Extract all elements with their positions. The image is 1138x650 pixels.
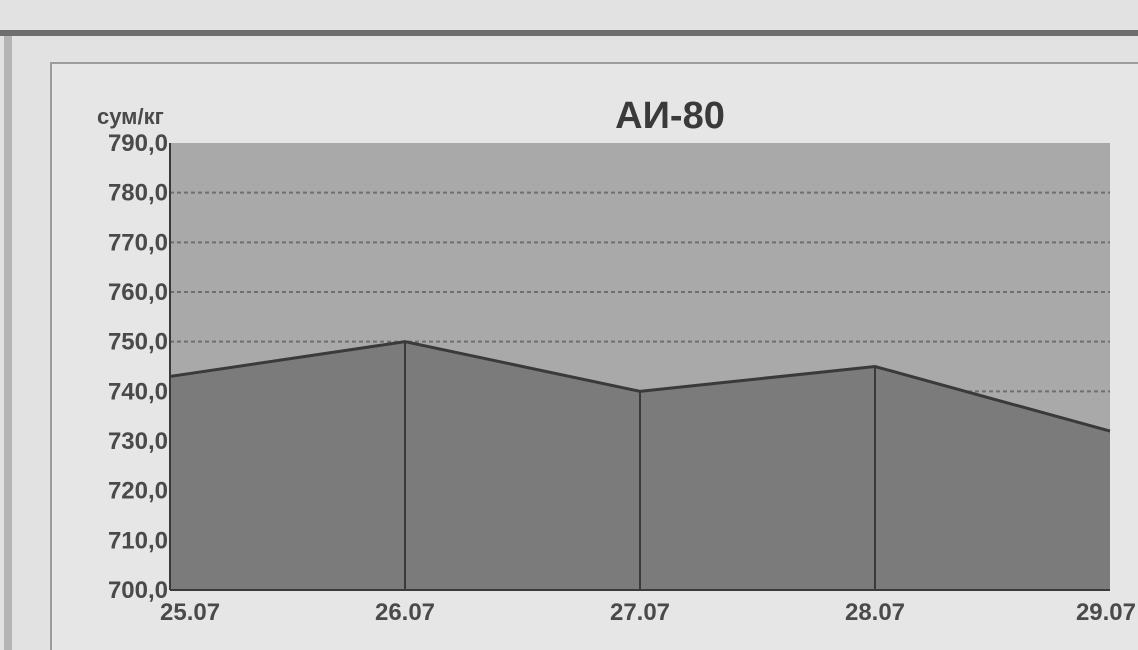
x-tick-label: 28.07 bbox=[845, 599, 905, 626]
x-tick-label: 26.07 bbox=[375, 599, 435, 626]
y-tick-label: 720,0 bbox=[108, 478, 168, 505]
y-tick-label: 710,0 bbox=[108, 527, 168, 554]
y-tick-label: 740,0 bbox=[108, 378, 168, 405]
x-tick-labels: 25.07 26.07 27.07 28.07 29.07 bbox=[160, 599, 1136, 626]
top-rule bbox=[0, 30, 1138, 36]
y-axis-unit-label: сум/кг bbox=[97, 104, 164, 129]
chart-title: АИ-80 bbox=[615, 95, 725, 137]
y-tick-label: 700,0 bbox=[108, 577, 168, 604]
x-tick-label: 27.07 bbox=[610, 599, 670, 626]
x-tick-label: 25.07 bbox=[160, 599, 220, 626]
left-rule bbox=[4, 36, 12, 650]
area-layer bbox=[169, 143, 1111, 591]
y-tick-label: 760,0 bbox=[108, 279, 168, 306]
y-tick-label: 780,0 bbox=[108, 180, 168, 207]
y-tick-label: 770,0 bbox=[108, 229, 168, 256]
y-tick-labels: 790,0 780,0 770,0 760,0 750,0 740,0 730,0 720,0… bbox=[108, 130, 168, 604]
y-tick-label: 790,0 bbox=[108, 130, 168, 157]
y-tick-label: 730,0 bbox=[108, 428, 168, 455]
y-tick-label: 750,0 bbox=[108, 329, 168, 356]
x-tick-label: 29.07 bbox=[1076, 599, 1136, 626]
